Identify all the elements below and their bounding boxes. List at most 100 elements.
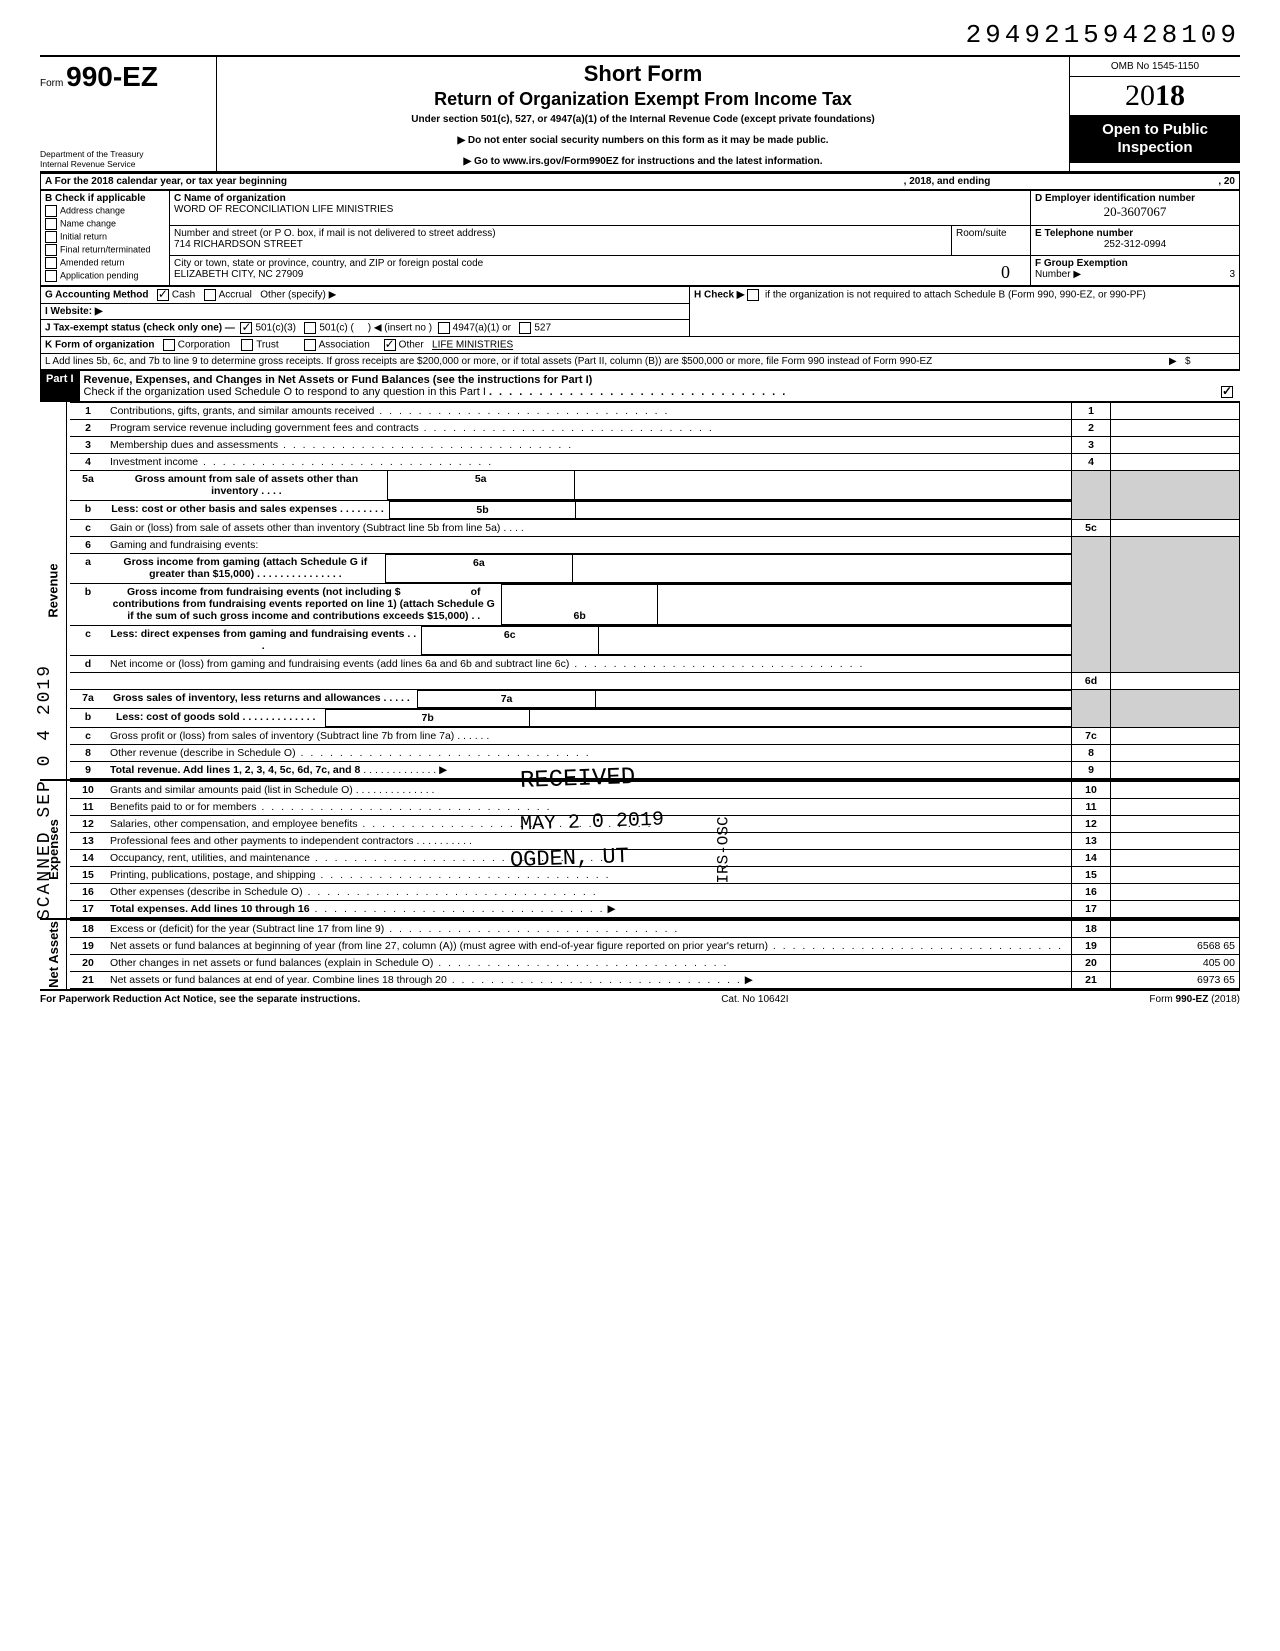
city-value: ELIZABETH CITY, NC 27909: [174, 269, 303, 280]
row-b-checklist: Address change Name change Initial retur…: [45, 205, 165, 282]
lbl-amended-return: Amended return: [60, 257, 125, 267]
lbl-trust: Trust: [256, 340, 278, 351]
line-20: Other changes in net assets or fund bala…: [110, 957, 433, 969]
open-to-public: Open to Public Inspection: [1070, 115, 1240, 163]
chk-amended-return[interactable]: [45, 257, 57, 269]
lbl-4947: 4947(a)(1) or: [453, 323, 511, 334]
year-bold: 18: [1155, 79, 1185, 112]
line-13: Professional fees and other payments to …: [110, 835, 414, 847]
amt-19: 6568 65: [1111, 937, 1240, 954]
line-18: Excess or (deficit) for the year (Subtra…: [110, 923, 384, 935]
row-j-label: J Tax-exempt status (check only one) —: [45, 323, 235, 334]
chk-501c3[interactable]: [240, 322, 252, 334]
instruction-2: ▶ Go to www.irs.gov/Form990EZ for instru…: [225, 156, 1061, 167]
addr-value: 714 RICHARDSON STREET: [174, 239, 303, 250]
line-19: Net assets or fund balances at beginning…: [110, 940, 768, 952]
chk-final-return[interactable]: [45, 244, 57, 256]
chk-application-pending[interactable]: [45, 270, 57, 282]
lbl-final-return: Final return/terminated: [60, 244, 151, 254]
instruction-1: ▶ Do not enter social security numbers o…: [225, 135, 1061, 146]
line-15: Printing, publications, postage, and shi…: [110, 869, 315, 881]
footer-mid: Cat. No 10642I: [721, 994, 788, 1005]
line-8: Other revenue (describe in Schedule O): [110, 747, 296, 759]
row-h-text: if the organization is not required to a…: [765, 290, 1146, 301]
line-7b: Less: cost of goods sold: [116, 711, 240, 723]
title-main: Return of Organization Exempt From Incom…: [225, 89, 1061, 110]
chk-501c[interactable]: [304, 322, 316, 334]
row-k-label: K Form of organization: [45, 340, 154, 351]
lbl-address-change: Address change: [60, 205, 125, 215]
lbl-501c: 501(c) (: [319, 323, 353, 334]
line-9: Total revenue. Add lines 1, 2, 3, 4, 5c,…: [110, 764, 360, 776]
chk-4947[interactable]: [438, 322, 450, 334]
chk-address-change[interactable]: [45, 205, 57, 217]
row-d-label: D Employer identification number: [1035, 193, 1195, 204]
row-c-label: C Name of organization: [174, 193, 286, 204]
form-number: 990-EZ: [66, 61, 158, 92]
line-6: Gaming and fundraising events:: [110, 539, 258, 551]
line-12: Salaries, other compensation, and employ…: [110, 818, 357, 830]
line-16: Other expenses (describe in Schedule O): [110, 886, 303, 898]
chk-schedule-b[interactable]: [747, 289, 759, 301]
chk-cash[interactable]: [157, 289, 169, 301]
line-14: Occupancy, rent, utilities, and maintena…: [110, 852, 310, 864]
lbl-application-pending: Application pending: [60, 270, 139, 280]
chk-527[interactable]: [519, 322, 531, 334]
lbl-accrual: Accrual: [219, 290, 252, 301]
title-short: Short Form: [225, 61, 1061, 87]
row-f-label: F Group Exemption: [1035, 258, 1128, 269]
addr-label: Number and street (or P O. box, if mail …: [174, 228, 496, 239]
row-g-label: G Accounting Method: [45, 290, 149, 301]
line-7a: Gross sales of inventory, less returns a…: [113, 692, 381, 704]
row-i-label: I Website: ▶: [45, 306, 103, 317]
form-header: Form 990-EZ Department of the Treasury I…: [40, 55, 1240, 173]
chk-initial-return[interactable]: [45, 231, 57, 243]
lbl-cash: Cash: [172, 290, 195, 301]
amt-21: 6973 65: [1111, 971, 1240, 988]
row-a-mid: , 2018, and ending: [904, 176, 991, 187]
lbl-other-org: Other: [399, 340, 424, 351]
org-name: WORD OF RECONCILIATION LIFE MINISTRIES: [174, 204, 393, 215]
chk-accrual[interactable]: [204, 289, 216, 301]
chk-corp[interactable]: [163, 339, 175, 351]
expenses-label: Expenses: [46, 819, 61, 880]
dept-irs: Internal Revenue Service: [40, 160, 210, 169]
lbl-insert: ) ◀ (insert no ): [368, 323, 432, 334]
line-4: Investment income: [110, 456, 198, 468]
lbl-other-method: Other (specify) ▶: [260, 290, 336, 301]
chk-other-org[interactable]: [384, 339, 396, 351]
line-5c: Gain or (loss) from sale of assets other…: [110, 522, 500, 534]
room-label: Room/suite: [956, 228, 1007, 239]
line-1: Contributions, gifts, grants, and simila…: [110, 405, 374, 417]
form-prefix: Form: [40, 78, 63, 89]
chk-schedule-o[interactable]: [1221, 386, 1233, 398]
chk-name-change[interactable]: [45, 218, 57, 230]
row-l-dollar: $: [1185, 356, 1191, 367]
line-5a: Gross amount from sale of assets other t…: [135, 473, 358, 497]
row-f-numlabel: Number ▶: [1035, 269, 1081, 280]
line-6d: Net income or (loss) from gaming and fun…: [110, 658, 569, 670]
lbl-527: 527: [534, 323, 551, 334]
footer-left: For Paperwork Reduction Act Notice, see …: [40, 994, 360, 1005]
omb-number: OMB No 1545-1150: [1070, 57, 1240, 77]
lbl-corp: Corporation: [178, 340, 230, 351]
chk-trust[interactable]: [241, 339, 253, 351]
row-b-label: B Check if applicable: [45, 193, 146, 204]
netassets-label: Net Assets: [46, 921, 61, 988]
footer-right: 990-EZ: [1176, 994, 1209, 1005]
line-6c: Less: direct expenses from gaming and fu…: [110, 628, 404, 640]
phone-value: 252-312-0994: [1035, 239, 1235, 250]
row-a-label: A For the 2018 calendar year, or tax yea…: [45, 176, 287, 187]
row-h-label: H Check ▶: [694, 290, 744, 301]
document-number: 29492159428109: [40, 20, 1240, 50]
row-l-arrow: ▶: [1169, 356, 1177, 367]
line-3: Membership dues and assessments: [110, 439, 278, 451]
lbl-501c3: 501(c)(3): [255, 323, 296, 334]
chk-assoc[interactable]: [304, 339, 316, 351]
lbl-name-change: Name change: [60, 218, 116, 228]
line-10: Grants and similar amounts paid (list in…: [110, 784, 353, 796]
revenue-label: Revenue: [46, 563, 61, 617]
row-a-end: , 20: [1218, 176, 1235, 187]
other-org-value: LIFE MINISTRIES: [432, 340, 513, 351]
footer: For Paperwork Reduction Act Notice, see …: [40, 991, 1240, 1005]
